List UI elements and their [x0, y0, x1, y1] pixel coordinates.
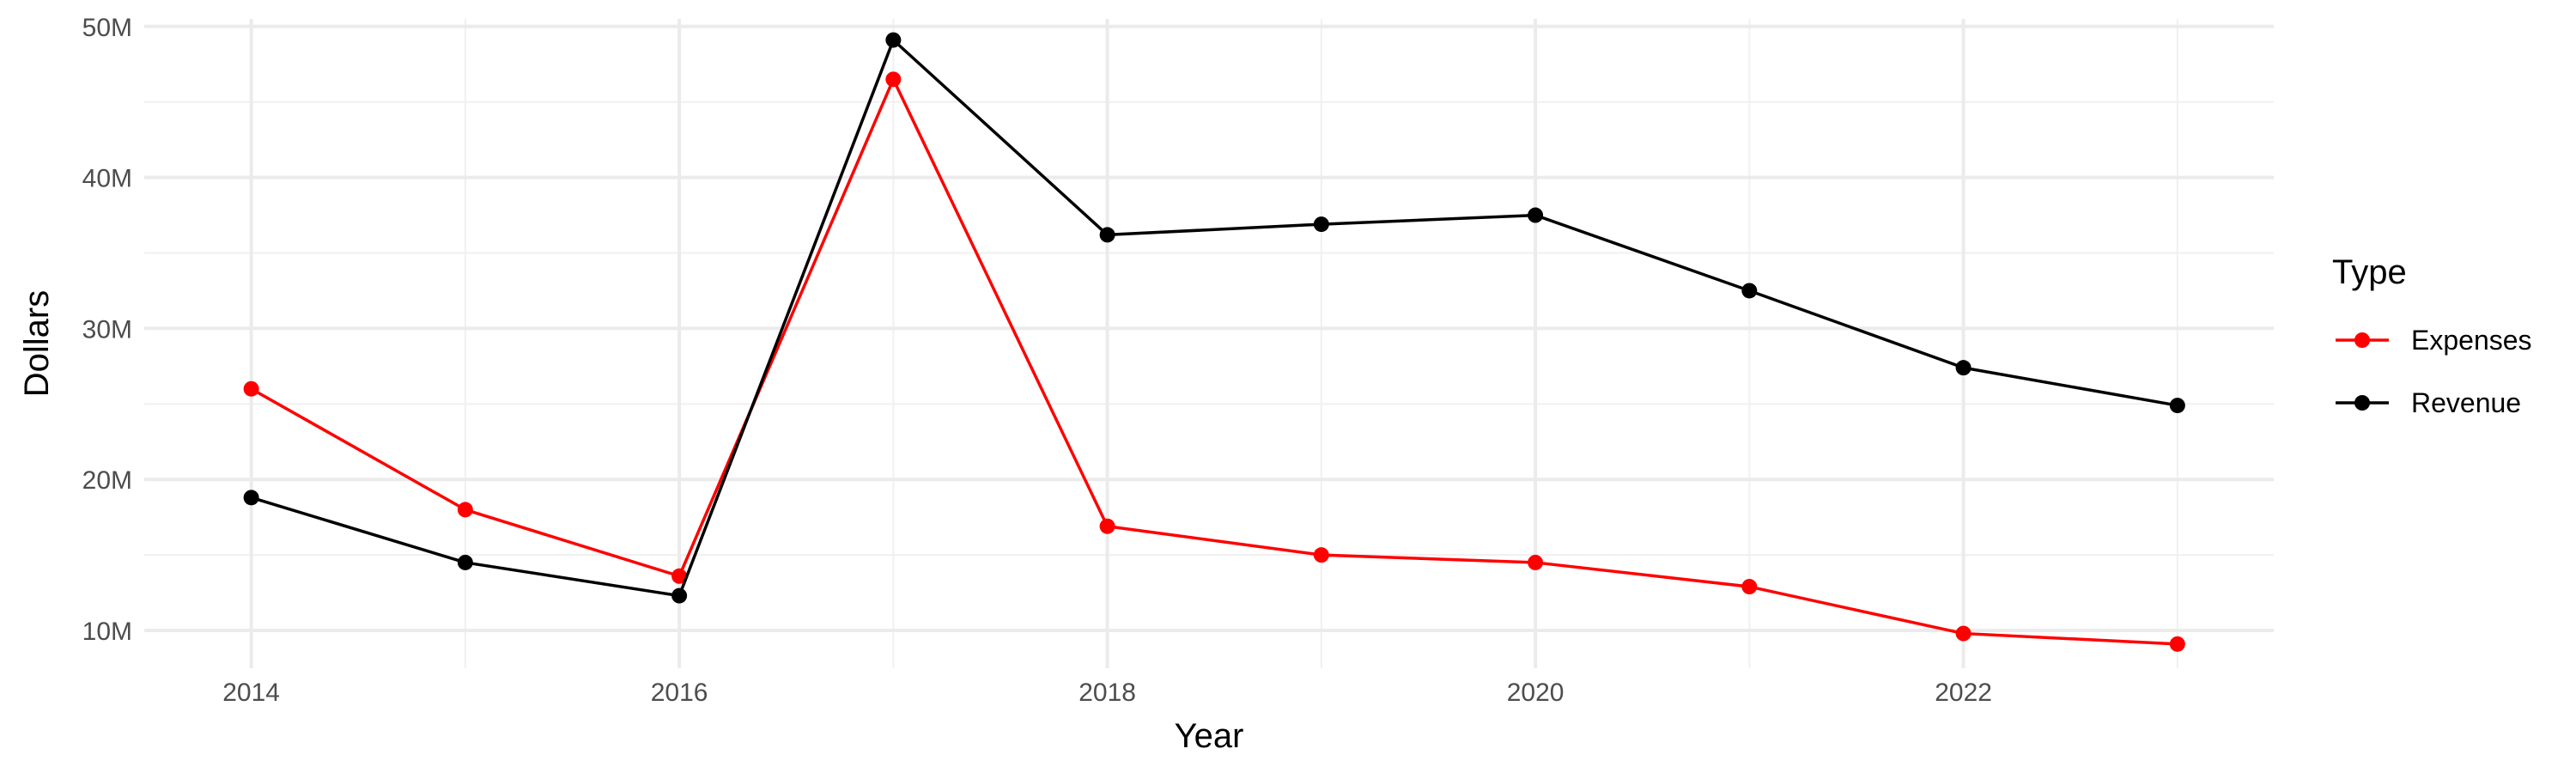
x-tick-label: 2016	[651, 679, 708, 707]
revenue-point	[885, 32, 902, 48]
legend-revenue-label: Revenue	[2411, 387, 2521, 418]
y-tick-label: 10M	[82, 618, 132, 646]
expenses-point	[671, 568, 688, 584]
expenses-point	[2169, 636, 2185, 652]
revenue-line	[251, 38, 2178, 598]
y-tick-label: 30M	[82, 315, 132, 344]
expenses-point	[243, 380, 259, 397]
x-tick-label: 2014	[222, 679, 280, 707]
revenue-point	[2169, 398, 2185, 414]
y-tick-label: 20M	[82, 466, 132, 495]
expenses-point	[457, 502, 473, 518]
series-layer	[243, 32, 2185, 652]
legend-expenses-point-key	[2354, 332, 2370, 348]
expenses-point	[1099, 518, 1115, 534]
x-tick-label: 2020	[1507, 679, 1564, 707]
revenue-point	[1099, 227, 1115, 243]
legend-expenses-label: Expenses	[2411, 325, 2532, 356]
legend-title: Type	[2332, 253, 2407, 291]
y-tick-label: 40M	[82, 165, 132, 193]
revenue-point	[1528, 207, 1544, 223]
legend-revenue-point-key	[2354, 395, 2370, 411]
grid-layer	[144, 19, 2274, 668]
revenue-point	[671, 587, 688, 604]
y-tick-label: 50M	[82, 14, 132, 42]
revenue-point	[1955, 360, 1971, 376]
expenses-point	[885, 71, 902, 88]
tick-labels: 2014 2016 2018 2020 2022 10M 20M 30M 40M 50M	[82, 14, 1992, 707]
legend: Type Expenses Revenue	[2332, 253, 2532, 418]
x-axis-title: Year	[1175, 717, 1244, 755]
revenue-point	[243, 490, 259, 506]
revenue-point	[1313, 216, 1329, 233]
expenses-point	[1741, 579, 1758, 595]
x-tick-label: 2022	[1935, 679, 1992, 707]
x-tick-label: 2018	[1078, 679, 1136, 707]
y-axis-title: Dollars	[18, 290, 56, 397]
expenses-line	[250, 77, 2178, 646]
revenue-point	[1741, 283, 1758, 299]
expenses-point	[1955, 625, 1971, 642]
expenses-point	[1528, 554, 1544, 570]
expenses-point	[1313, 547, 1329, 563]
revenue-point	[457, 554, 473, 570]
